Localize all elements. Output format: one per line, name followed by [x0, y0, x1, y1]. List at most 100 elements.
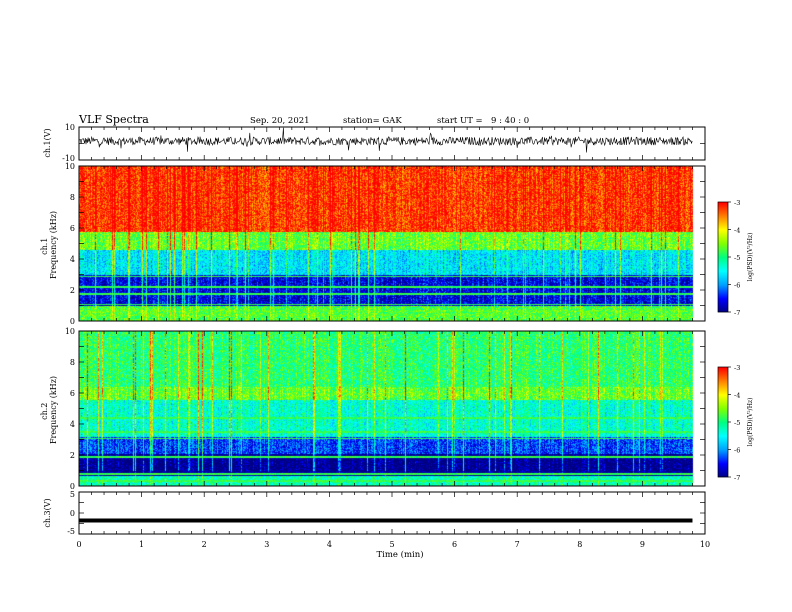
colorbar-cell: [718, 299, 728, 301]
colorbar-cell: [718, 310, 728, 312]
ch2-spectrogram-ticks: [78, 330, 706, 487]
colorbar-cell: [718, 232, 728, 234]
colorbar-cell: [718, 264, 728, 266]
colorbar-cell: [718, 449, 728, 451]
colorbar-cell: [718, 384, 728, 386]
colorbar-cell: [718, 308, 728, 310]
colorbar-cell: [718, 441, 728, 443]
colorbar-cell: [718, 437, 728, 439]
colorbar-cell: [718, 413, 728, 415]
y-tick-label: 10: [65, 327, 75, 336]
colorbar-cell: [718, 266, 728, 268]
colorbar-cell: [718, 409, 728, 411]
ch2-spectrogram-ytick-labels: 0 2 4 6 8 10: [65, 327, 75, 491]
colorbar-cell: [718, 471, 728, 473]
colorbar-cell: [718, 262, 728, 264]
x-tick-label: 8: [577, 540, 582, 549]
colorbar-cell: [718, 295, 728, 297]
colorbar-cell: [718, 293, 728, 295]
colorbar-cell: [718, 460, 728, 462]
colorbar-cell: [718, 202, 728, 204]
colorbar-cell: [718, 421, 728, 423]
colorbar-cell: [718, 233, 728, 235]
colorbar-cell: [718, 425, 728, 427]
colorbar-cell: [718, 250, 728, 252]
x-tick-label: 0: [76, 540, 81, 549]
colorbar-tick-label: -3: [734, 364, 740, 372]
colorbar-cell: [718, 239, 728, 241]
colorbar-cell: [718, 443, 728, 445]
ch2-spectrogram-image-wrap: [79, 331, 705, 486]
colorbar-cell: [718, 429, 728, 431]
x-tick-label: 10: [700, 540, 710, 549]
colorbar-cell: [718, 420, 728, 422]
colorbar-cell: [718, 223, 728, 225]
colorbar-cell: [718, 465, 728, 467]
colorbar-label: log(PSD)(V²/Hz): [747, 398, 754, 447]
colorbar-cell: [718, 462, 728, 464]
colorbar-cell: [718, 301, 728, 303]
colorbar-cell: [718, 459, 728, 461]
colorbar-cell: [718, 287, 728, 289]
colorbar-cell: [718, 452, 728, 454]
colorbar-cell: [718, 403, 728, 405]
colorbar-cell: [718, 224, 728, 226]
colorbar-cell: [718, 289, 728, 291]
ch3-waveform-panel: 5 0 -5 ch.3(V): [43, 490, 706, 536]
colorbar-cell: [718, 438, 728, 440]
colorbar-cell: [718, 430, 728, 432]
colorbar-cell: [718, 469, 728, 471]
ch3-ytick-min: -5: [67, 527, 75, 536]
colorbar-cell: [718, 386, 728, 388]
colorbar-cell: [718, 219, 728, 221]
colorbar-cell: [718, 427, 728, 429]
colorbar-cell: [718, 229, 728, 231]
ch2-ylabel-line2: Frequency (kHz): [49, 376, 58, 444]
y-tick-label: 2: [70, 451, 75, 460]
colorbar-cell: [718, 241, 728, 243]
colorbar-cell: [718, 444, 728, 446]
colorbar-cell: [718, 309, 728, 311]
colorbar-cell: [718, 263, 728, 265]
colorbar-cell: [718, 376, 728, 378]
colorbar-cell: [718, 218, 728, 220]
colorbar-cell: [718, 283, 728, 285]
colorbar-cell: [718, 302, 728, 304]
colorbar-cell: [718, 244, 728, 246]
colorbar-cell: [718, 426, 728, 428]
colorbar-cell: [718, 447, 728, 449]
colorbar-cell: [718, 418, 728, 420]
colorbar-cell: [718, 278, 728, 280]
colorbar-cell: [718, 473, 728, 475]
ch2-ylabel-line1: ch.2: [40, 403, 49, 420]
colorbar-cell: [718, 273, 728, 275]
colorbar-cell: [718, 268, 728, 270]
colorbar-cell: [718, 225, 728, 227]
colorbar-cell: [718, 296, 728, 298]
colorbar-cell: [718, 220, 728, 222]
colorbar-cell: [718, 274, 728, 276]
colorbar-cell: [718, 439, 728, 441]
colorbar-cell: [718, 380, 728, 382]
colorbar-cell: [718, 281, 728, 283]
colorbar-cell: [718, 246, 728, 248]
y-tick-label: 8: [70, 193, 75, 202]
colorbar-cell: [718, 227, 728, 229]
colorbar-cell: [718, 379, 728, 381]
x-tick-label: 4: [327, 540, 332, 549]
x-tick-label: 7: [515, 540, 520, 549]
colorbar-cell: [718, 247, 728, 249]
colorbar-cell: [718, 423, 728, 425]
colorbar-cell: [718, 267, 728, 269]
colorbar-cell: [718, 252, 728, 254]
colorbar-cell: [718, 269, 728, 271]
colorbar-cell: [718, 375, 728, 377]
colorbar-cell: [718, 303, 728, 305]
colorbar-cell: [718, 369, 728, 371]
colorbar-cell: [718, 251, 728, 253]
colorbar-cell: [718, 305, 728, 307]
colorbar-cell: [718, 203, 728, 205]
colorbar-cell: [718, 468, 728, 470]
y-tick-label: 0: [70, 317, 75, 326]
